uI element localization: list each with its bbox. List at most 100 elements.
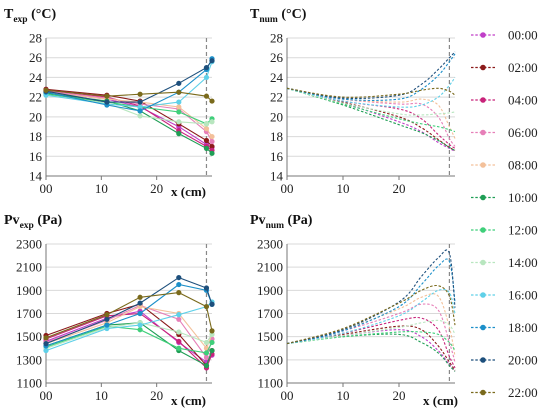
pvnum-series-1200 [286,331,456,351]
texp-marker-1600 [176,99,182,105]
pvexp-marker-2000 [203,285,210,291]
texp-y-tick: 28 [29,31,42,46]
legend-marker-2200 [480,389,486,396]
texp-marker-1400 [137,113,143,119]
legend-label-0400: 04:00 [508,93,538,108]
tnum-title: Tnum (°C) [250,7,307,25]
tnum-x-tick: 10 [337,181,350,196]
texp-marker-2000 [209,58,215,64]
pvexp-marker-0400 [176,338,182,344]
texp-marker-1200 [176,109,182,115]
texp-marker-1600 [203,74,210,81]
pvexp-marker-2000 [104,316,110,322]
legend-label-2200: 22:00 [508,385,538,400]
texp-marker-2200 [176,89,182,95]
pvexp-marker-1200 [176,345,182,351]
pvexp-marker-1000 [209,347,215,354]
texp-marker-0800 [209,133,215,140]
tnum-series-1000 [286,87,456,151]
legend-label-1400: 14:00 [508,255,538,270]
pvexp-y-tick: 1500 [16,329,42,344]
tnum-series-1400 [286,87,456,116]
texp-marker-2200 [137,91,143,97]
pvexp-y-tick: 2100 [16,260,42,275]
legend-marker-1200 [480,227,486,233]
legend-label-2000: 20:00 [508,353,538,368]
tnum-y-tick: 16 [270,149,284,164]
legend-marker-1800 [480,324,486,331]
pvexp-marker-1600 [43,347,49,354]
pvnum-y-tick: 1700 [257,306,283,321]
tnum-series-0000 [286,87,456,152]
texp-x-axis-label: x (cm) [171,184,206,199]
pvnum-series-1800 [286,258,456,345]
texp-marker-2200 [43,87,49,93]
legend-marker-1600 [480,292,486,298]
pvexp-x-tick: 10 [95,388,108,403]
pvexp-marker-1000 [203,363,210,369]
pvexp-y-tick: 2300 [16,237,42,252]
pvnum-y-tick: 2300 [257,237,283,252]
texp-marker-2000 [137,99,143,105]
pvnum-series-2000 [286,249,456,345]
tnum-y-tick: 14 [270,169,284,184]
pvexp-marker-1800 [104,322,110,328]
tnum-series-1800 [286,53,456,101]
legend-label-1000: 10:00 [508,190,538,205]
pvnum-series-1600 [286,288,456,345]
pvnum-x-tick: 00 [281,388,294,403]
pvexp-marker-2200 [209,328,215,334]
pvexp-y-tick: 1900 [16,283,42,298]
pvnum-series-1000 [286,333,456,372]
texp-marker-2000 [203,64,210,71]
texp-marker-1400 [209,119,215,125]
pvnum-x-tick: 20 [393,388,406,403]
texp-x-tick: 10 [95,181,108,196]
texp-marker-2200 [203,93,210,99]
pvexp-marker-2200 [203,303,210,310]
legend-marker-0000 [480,32,486,38]
pvexp-y-tick: 1700 [16,306,42,321]
legend-marker-0800 [480,162,486,168]
pvnum-title: Pvnum (Pa) [250,213,313,231]
legend-label-1800: 18:00 [508,320,538,335]
pvexp-marker-1400 [176,329,182,335]
texp-marker-2000 [104,99,110,105]
texp-title: Texp (°C) [4,7,56,25]
pvexp-marker-2200 [43,335,49,341]
texp-x-tick: 00 [40,181,53,196]
legend-label-0000: 00:00 [508,28,538,43]
pvexp-marker-1800 [176,281,182,288]
texp-marker-1800 [137,108,143,114]
texp-marker-1600 [137,104,143,110]
tnum-y-tick: 20 [270,109,283,124]
pvexp-marker-1200 [209,339,215,346]
texp-marker-0800 [176,104,182,110]
pvexp-y-tick: 1300 [16,352,42,367]
texp-y-tick: 16 [29,149,43,164]
pvexp-title: Pvexp (Pa) [4,213,63,231]
pvnum-series-2200 [286,284,456,345]
texp-y-tick: 14 [29,169,43,184]
texp-marker-2000 [176,80,182,86]
texp-y-tick: 26 [29,50,43,65]
texp-y-tick: 18 [29,129,42,144]
pvnum-y-tick: 1300 [257,352,283,367]
pvexp-marker-2200 [137,294,143,300]
texp-marker-1400 [176,119,182,125]
pvexp-series-2000 [45,276,213,345]
texp-marker-1000 [209,150,215,156]
tnum-series-2200 [286,87,456,98]
legend-marker-2000 [480,357,486,363]
legend-label-1600: 16:00 [508,288,538,303]
legend-marker-0400 [480,97,486,103]
pvexp-marker-1200 [137,327,143,333]
pvexp-series-2200 [45,292,213,339]
tnum-series-1600 [286,77,456,108]
texp-marker-1000 [176,131,182,137]
pvexp-marker-1200 [203,350,210,356]
pvexp-marker-2000 [176,274,182,281]
pvexp-marker-1400 [203,339,210,346]
pvexp-marker-2200 [176,290,182,296]
pvnum-series-0200 [286,325,456,371]
